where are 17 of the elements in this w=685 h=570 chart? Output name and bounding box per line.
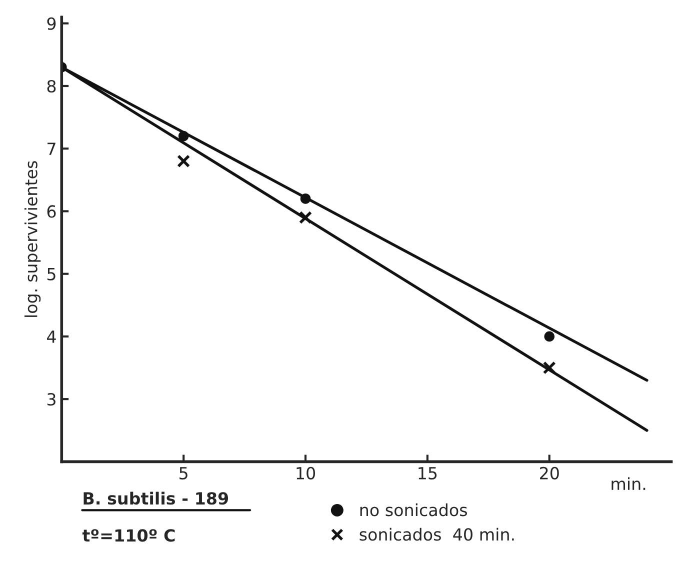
y-tick-label: 6 (47, 205, 56, 218)
text: tº=110º C (82, 529, 175, 542)
legend-label: sonicados 40 min. (360, 528, 514, 541)
x-tick-label: 10 (296, 466, 316, 480)
y-tick-label: 7 (48, 142, 56, 155)
x-axis-title: min. (612, 477, 646, 490)
y-tick-label: 4 (47, 330, 56, 343)
y-tick-label: 5 (47, 268, 56, 280)
y-axis-title: log. supervivientes (24, 161, 41, 317)
x-tick-label: 15 (418, 467, 437, 480)
x-tick-label: 20 (540, 466, 559, 480)
y-tick-label: 3 (47, 393, 56, 406)
x-tick-label: 5 (180, 467, 188, 480)
legend-label: no sonicados (360, 503, 467, 516)
text: B. subtilis - 189 (84, 492, 228, 505)
y-tick-label: 8 (47, 80, 56, 93)
y-tick-label: 9 (47, 17, 56, 30)
